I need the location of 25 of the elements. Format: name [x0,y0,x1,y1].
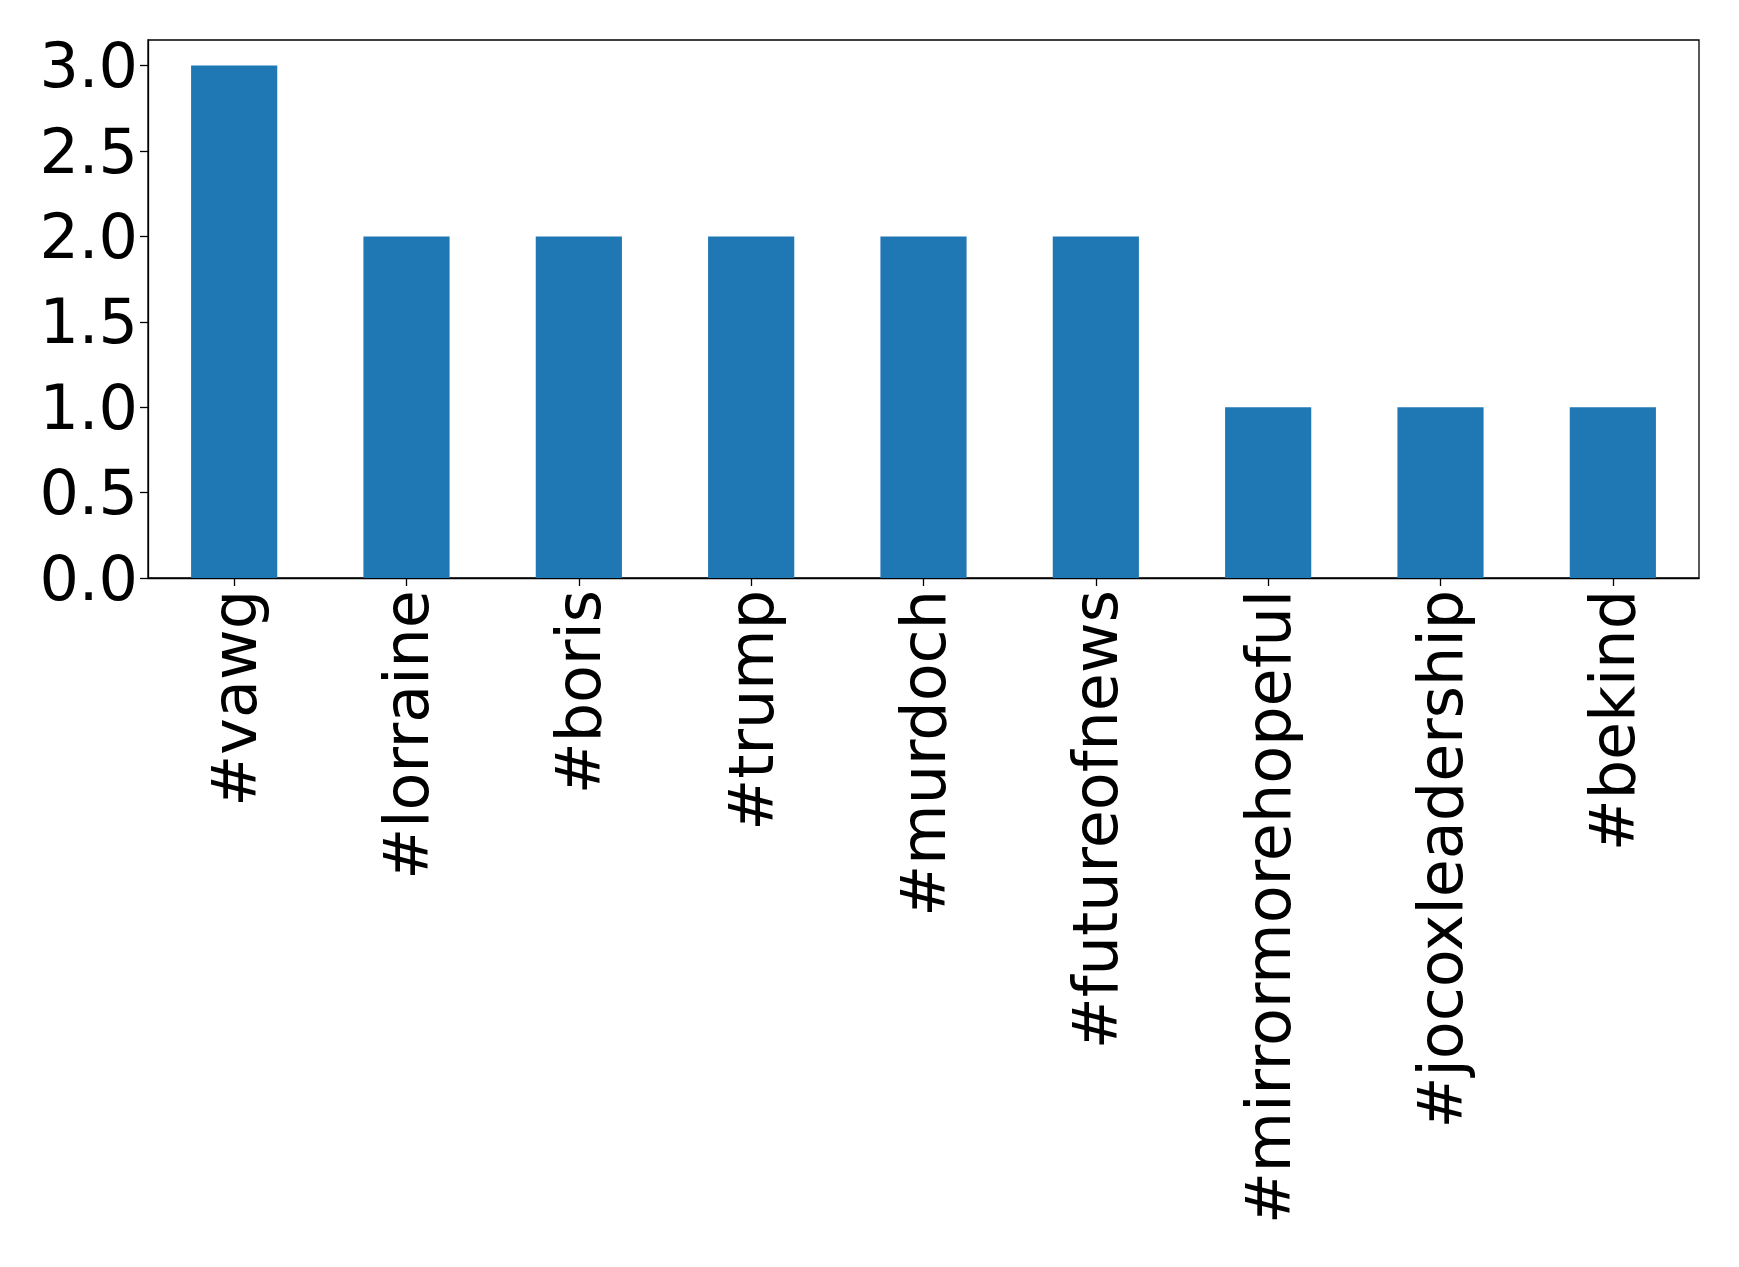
bar [1569,407,1656,578]
bar [1052,236,1139,578]
bar [880,236,967,578]
y-tick-label: 0.0 [39,541,138,615]
bar [1225,407,1312,578]
x-tick-label: #boris [542,590,616,795]
bar [1397,407,1484,578]
y-tick-label: 2.5 [39,114,138,188]
x-tick-label: #trump [714,590,788,831]
x-tick-label: #lorraine [370,590,443,880]
y-tick-label: 1.5 [39,285,138,359]
bar [535,236,622,578]
y-tick-label: 0.5 [39,456,138,530]
bar [363,236,450,578]
x-tick-label: #murdoch [887,590,960,917]
x-tick-label: #mirrormorehopeful [1231,590,1305,1225]
x-tick-label: #vawg [197,590,271,807]
x-tick-label: #bekind [1576,590,1650,852]
x-tick-label: #jocoxleadership [1404,590,1477,1129]
y-tick-label: 1.0 [39,370,138,444]
bar [191,65,278,578]
bar [708,236,795,578]
x-tick-label: #futureofnews [1059,590,1133,1050]
y-tick-label: 2.0 [39,199,138,273]
y-tick-label: 3.0 [39,29,138,103]
